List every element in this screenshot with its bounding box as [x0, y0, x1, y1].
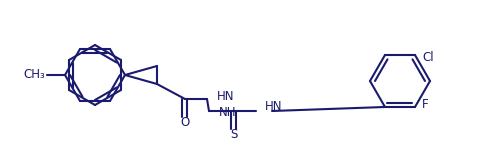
Text: Cl: Cl [422, 51, 434, 63]
Text: F: F [422, 98, 429, 111]
Text: CH₃: CH₃ [23, 69, 45, 82]
Text: HN: HN [217, 90, 234, 103]
Text: NH: NH [219, 107, 236, 119]
Text: O: O [181, 117, 190, 129]
Text: HN: HN [265, 100, 283, 114]
Text: S: S [230, 128, 238, 142]
